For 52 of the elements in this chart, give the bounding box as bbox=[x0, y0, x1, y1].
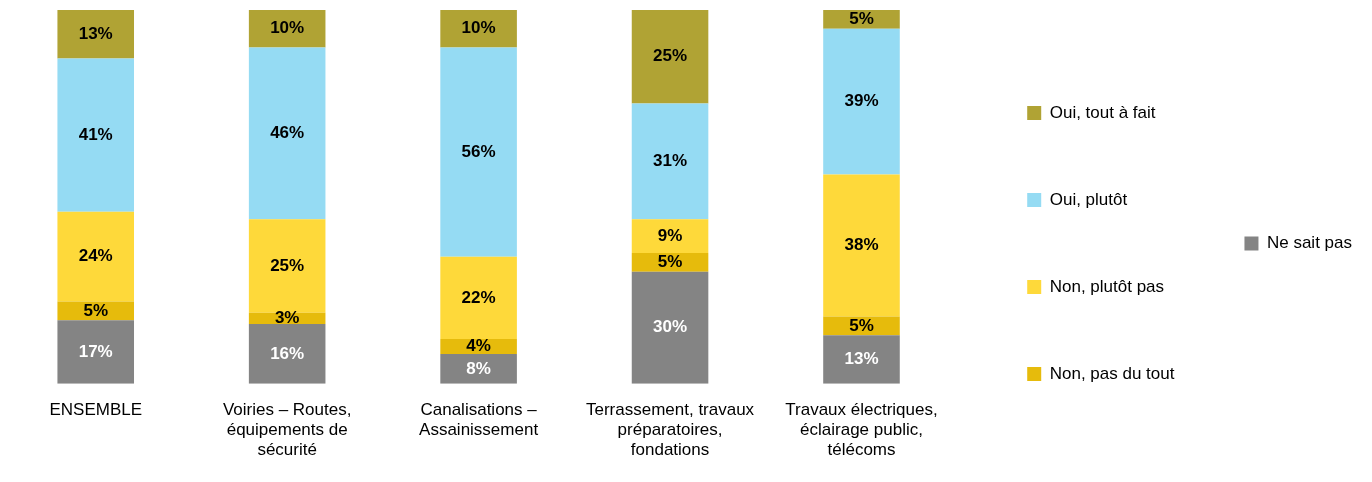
bar bbox=[631, 10, 709, 104]
data-label: 39% bbox=[844, 91, 879, 111]
data-label: 10% bbox=[461, 18, 496, 38]
bar bbox=[631, 219, 709, 253]
data-label: 16% bbox=[270, 343, 305, 363]
data-label: 4% bbox=[466, 336, 491, 356]
data-label: 46% bbox=[270, 123, 305, 143]
data-label: 24% bbox=[78, 246, 113, 266]
bar bbox=[631, 271, 709, 384]
x-tick-label: Voiries – Routes, équipements de sécurité bbox=[222, 399, 352, 460]
legend-label: Ne sait pas bbox=[1266, 233, 1353, 253]
data-label: 31% bbox=[653, 151, 688, 171]
data-label: 25% bbox=[653, 46, 688, 66]
bar bbox=[248, 47, 326, 220]
data-label: 5% bbox=[657, 252, 683, 271]
bar bbox=[823, 174, 900, 317]
bar bbox=[248, 219, 326, 313]
data-label: 41% bbox=[78, 124, 113, 144]
legend-label: Oui, plutôt bbox=[1049, 189, 1128, 209]
data-label: 22% bbox=[461, 287, 496, 307]
bar bbox=[823, 335, 900, 384]
data-label: 5% bbox=[83, 300, 109, 320]
data-label: 8% bbox=[466, 358, 491, 378]
data-label: 5% bbox=[849, 315, 874, 335]
x-tick-label: Canalisations – Assainissement bbox=[419, 399, 539, 440]
data-label: 10% bbox=[270, 18, 305, 38]
bar bbox=[57, 58, 135, 212]
x-tick-label: Terrassement, travaux préparatoires, fondations bbox=[585, 399, 755, 460]
legend-label: Oui, tout à fait bbox=[1049, 102, 1156, 122]
data-label: 9% bbox=[657, 225, 683, 245]
bar bbox=[57, 320, 135, 384]
x-tick-label: Travaux électriques, éclairage public, télécoms bbox=[785, 399, 938, 460]
bar bbox=[440, 10, 517, 48]
legend-label: Non, pas du tout bbox=[1049, 363, 1175, 383]
data-label: 17% bbox=[78, 341, 113, 361]
bar bbox=[631, 103, 709, 220]
bar bbox=[440, 256, 517, 339]
data-label: 3% bbox=[274, 308, 300, 328]
data-label: 38% bbox=[844, 235, 879, 255]
data-label: 5% bbox=[849, 9, 874, 29]
data-label: 30% bbox=[653, 317, 688, 337]
data-label: 13% bbox=[844, 349, 879, 369]
bar bbox=[823, 28, 900, 175]
data-label: 13% bbox=[78, 23, 113, 43]
data-label: 25% bbox=[270, 255, 305, 275]
bar bbox=[440, 47, 517, 257]
legend-label: Non, plutôt pas bbox=[1049, 276, 1165, 296]
bar bbox=[57, 10, 135, 59]
data-label: 56% bbox=[461, 141, 496, 161]
x-tick-label: ENSEMBLE bbox=[49, 399, 143, 419]
bar bbox=[57, 211, 135, 302]
bar bbox=[248, 323, 326, 384]
